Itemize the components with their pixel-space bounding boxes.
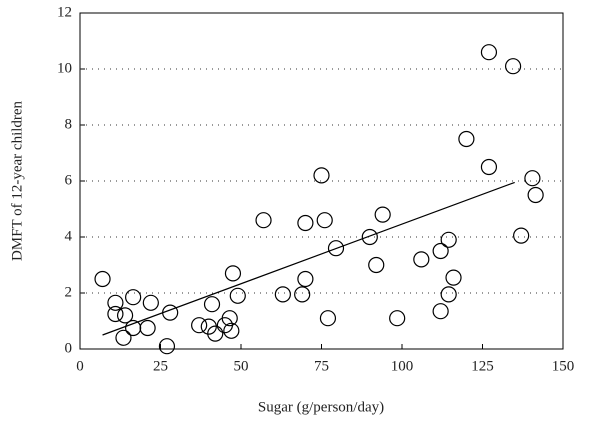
data-point xyxy=(513,227,530,244)
data-point xyxy=(327,240,345,257)
data-point xyxy=(125,289,142,306)
data-point xyxy=(374,206,391,223)
data-point xyxy=(142,294,159,311)
data-point xyxy=(116,307,134,324)
data-point xyxy=(207,325,224,342)
x-tick-label: 150 xyxy=(552,358,575,374)
data-point xyxy=(297,214,314,232)
data-point xyxy=(389,310,406,327)
data-point xyxy=(223,322,240,339)
trend-line xyxy=(102,181,515,336)
data-point xyxy=(313,167,330,184)
x-tick-label: 50 xyxy=(234,358,249,374)
data-point xyxy=(445,269,462,286)
data-point xyxy=(224,265,242,282)
data-point xyxy=(319,310,337,327)
y-tick-label: 2 xyxy=(65,284,73,300)
data-point xyxy=(162,304,179,321)
data-point xyxy=(255,212,272,229)
data-point xyxy=(524,170,541,187)
data-point xyxy=(107,305,124,323)
plot-frame xyxy=(79,12,564,350)
data-point xyxy=(480,158,498,176)
data-point xyxy=(527,186,544,204)
y-tick-label: 10 xyxy=(57,60,72,76)
y-axis-label: DMFT of 12-year children xyxy=(9,100,25,261)
x-tick-label: 100 xyxy=(391,358,414,374)
x-axis-label: Sugar (g/person/day) xyxy=(258,399,384,415)
data-point xyxy=(432,242,449,260)
data-point xyxy=(297,270,314,288)
y-tick-label: 6 xyxy=(65,172,73,188)
data-point xyxy=(191,317,208,334)
data-point xyxy=(413,251,430,268)
y-tick-label: 12 xyxy=(57,4,72,20)
data-point xyxy=(139,319,156,337)
data-point xyxy=(440,231,457,248)
data-point xyxy=(158,338,176,355)
data-point xyxy=(361,228,378,246)
x-tick-label: 75 xyxy=(314,358,329,374)
data-point xyxy=(229,287,246,304)
data-point xyxy=(107,294,124,311)
data-point xyxy=(440,286,457,303)
data-point xyxy=(125,319,142,337)
data-point xyxy=(115,329,132,346)
data-point xyxy=(316,212,333,229)
y-tick-label: 0 xyxy=(65,340,73,356)
data-point xyxy=(221,310,238,327)
data-point xyxy=(432,303,449,320)
x-tick-label: 0 xyxy=(76,358,84,374)
y-tick-label: 8 xyxy=(65,116,73,132)
data-point xyxy=(274,286,291,303)
data-point xyxy=(294,286,311,303)
data-point xyxy=(368,256,385,274)
data-point xyxy=(480,44,498,61)
x-tick-label: 125 xyxy=(471,358,494,374)
y-tick-label: 4 xyxy=(65,228,73,244)
data-point xyxy=(203,296,221,313)
data-point xyxy=(94,270,111,288)
data-point xyxy=(504,58,522,75)
x-tick-label: 25 xyxy=(153,358,168,374)
data-point xyxy=(458,130,475,148)
